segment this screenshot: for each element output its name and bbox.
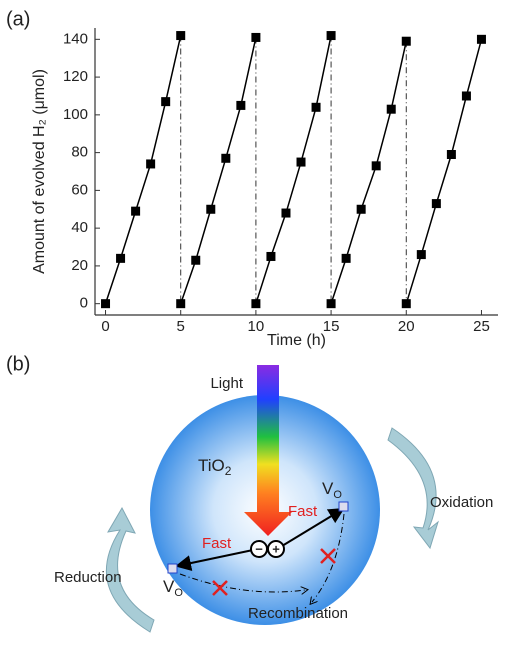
data-point <box>251 299 261 309</box>
series-line <box>330 41 408 304</box>
data-point <box>221 153 231 163</box>
y-tick-label: 20 <box>71 257 88 274</box>
chart: 0 20 40 60 80 100 120 140 0 5 10 15 20 25 Time (h) Amou… <box>31 28 498 349</box>
vacancy: V <box>322 479 334 498</box>
data-point <box>251 32 261 42</box>
data-point <box>131 206 141 216</box>
recombination-path <box>179 573 305 592</box>
data-point <box>176 299 186 309</box>
fast-label: Fast <box>288 503 318 520</box>
charge: + <box>272 541 280 556</box>
data-point <box>326 299 336 309</box>
charge: − <box>255 541 263 556</box>
vacancy: V <box>163 577 175 596</box>
data-point <box>266 251 276 261</box>
data-point <box>401 299 411 309</box>
series-line <box>255 35 332 304</box>
x-tick-label: 10 <box>248 318 265 335</box>
oxidation-arrow <box>387 427 439 550</box>
data-point <box>146 159 156 169</box>
data-point <box>446 150 456 160</box>
x-tick-label: 20 <box>398 318 415 335</box>
data-point <box>461 91 471 101</box>
panel-label: (a) <box>6 8 30 30</box>
reduction-label: Reduction <box>54 569 122 586</box>
series-line <box>104 35 182 304</box>
hole <box>267 540 285 558</box>
light-label: Light <box>210 375 243 392</box>
x-tick-label: 25 <box>473 318 490 335</box>
vacancy-label: VO <box>163 577 183 598</box>
data-point <box>116 253 126 263</box>
hole-path <box>175 549 254 571</box>
data-point <box>371 161 381 171</box>
data-point <box>476 34 486 44</box>
x-tick-label: 5 <box>177 318 185 335</box>
data-point <box>176 31 186 41</box>
y-tick-label: 0 <box>80 295 88 312</box>
data-point <box>386 104 396 114</box>
data-point <box>296 157 306 167</box>
data-point <box>281 208 291 218</box>
data-point <box>101 299 111 309</box>
vacancy-sub: O <box>174 587 183 599</box>
material: TiO <box>198 456 225 475</box>
y-tick-label: 120 <box>63 68 88 85</box>
vacancy-label: VO <box>322 479 342 500</box>
oxidation-label: Oxidation <box>430 494 493 511</box>
reduction-arrow <box>105 506 155 633</box>
vacancy-site <box>338 501 349 512</box>
recombination-label: Recombination <box>248 605 348 622</box>
blocked-mark <box>212 580 228 596</box>
x-tick-label: 15 <box>323 318 340 335</box>
y-tick-label: 100 <box>63 106 88 123</box>
x-tick-label: 0 <box>101 318 109 335</box>
vacancy-sub: O <box>333 489 342 501</box>
data-point <box>416 250 426 260</box>
series-line <box>180 37 257 304</box>
y-tick-label: 140 <box>63 30 88 47</box>
data-point <box>206 204 216 214</box>
y-tick-label: 80 <box>71 144 88 161</box>
light-arrow <box>244 365 292 536</box>
data-point <box>161 97 171 107</box>
fast-label: Fast <box>202 535 232 552</box>
material-sub: 2 <box>225 464 232 478</box>
data-point <box>236 100 246 110</box>
data-point <box>326 31 336 41</box>
data-point <box>356 204 366 214</box>
data-point <box>431 199 441 209</box>
y-axis-label: Amount of evolved H₂ (μmol) <box>31 69 48 274</box>
electron-path <box>281 507 345 547</box>
data-point <box>401 36 411 46</box>
panel-label: (b) <box>6 353 30 375</box>
blocked-mark <box>320 548 336 564</box>
y-tick-label: 60 <box>71 181 88 198</box>
y-tick-label: 40 <box>71 219 88 236</box>
diagram: − + Light TiO2 Fast Fast VO VO Oxidation… <box>54 365 493 633</box>
series-line <box>405 39 483 304</box>
material-label: TiO2 <box>198 456 232 478</box>
data-point <box>341 253 351 263</box>
vacancy-site <box>167 563 178 574</box>
data-point <box>191 255 201 265</box>
data-point <box>311 102 321 112</box>
x-axis-label: Time (h) <box>267 332 326 349</box>
